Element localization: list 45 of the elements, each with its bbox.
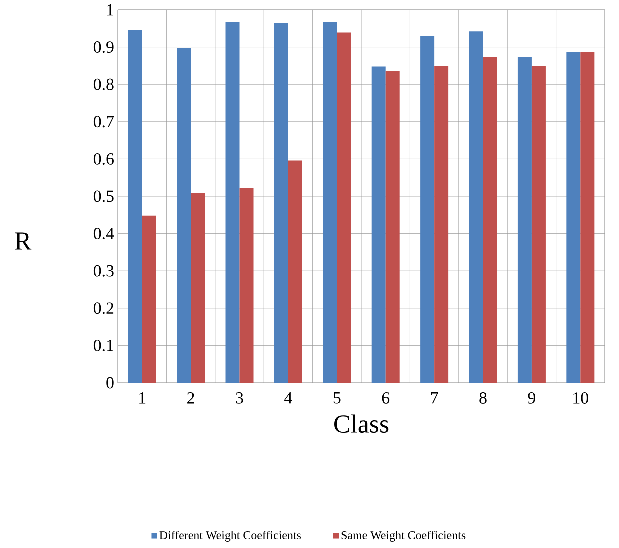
bar <box>372 66 386 383</box>
x-axis-title: Class <box>334 414 389 434</box>
y-tick-label: 0.3 <box>94 265 114 277</box>
y-tick-label: 0.1 <box>94 340 114 352</box>
y-axis-title: R <box>15 232 32 250</box>
legend-label: Same Weight Coefficients <box>342 530 466 542</box>
legend-label: Different Weight Coefficients <box>160 530 301 542</box>
bar <box>434 66 449 383</box>
bar <box>532 66 546 383</box>
bar <box>274 23 288 383</box>
bar <box>177 48 192 383</box>
x-tick-label: 6 <box>382 392 390 404</box>
bar <box>128 30 142 383</box>
bar <box>386 72 400 383</box>
y-tick-label: 0.6 <box>94 153 114 165</box>
bar <box>323 22 338 383</box>
y-tick-label: 0.5 <box>94 190 114 202</box>
bar <box>518 57 532 383</box>
bar <box>420 36 435 383</box>
bar <box>226 22 240 383</box>
y-tick-label: 0 <box>106 377 114 389</box>
bar <box>483 57 498 383</box>
x-tick-label: 4 <box>284 392 292 404</box>
x-tick-label: 1 <box>140 392 146 404</box>
x-tick-label: 8 <box>480 392 487 404</box>
y-tick-label: 0.4 <box>94 228 114 240</box>
y-tick-label: 0.8 <box>94 78 114 90</box>
bar <box>240 188 254 383</box>
y-tick-label: 0.2 <box>94 302 114 314</box>
x-tick-label: 5 <box>334 392 341 404</box>
bar <box>191 193 206 383</box>
y-tick-label: 0.7 <box>94 116 114 128</box>
x-tick-label: 2 <box>188 392 194 404</box>
bar <box>288 160 302 383</box>
y-tick-label: 1 <box>107 4 114 16</box>
bar <box>469 32 484 383</box>
y-tick-label: 0.9 <box>94 42 114 54</box>
x-tick-label: 7 <box>431 392 438 404</box>
x-tick-label: 3 <box>236 392 244 404</box>
bar <box>566 52 581 383</box>
bar <box>580 52 595 383</box>
x-tick-label: 10 <box>574 392 588 404</box>
bar <box>142 216 156 383</box>
bar <box>337 32 352 383</box>
x-tick-label: 9 <box>528 392 536 404</box>
